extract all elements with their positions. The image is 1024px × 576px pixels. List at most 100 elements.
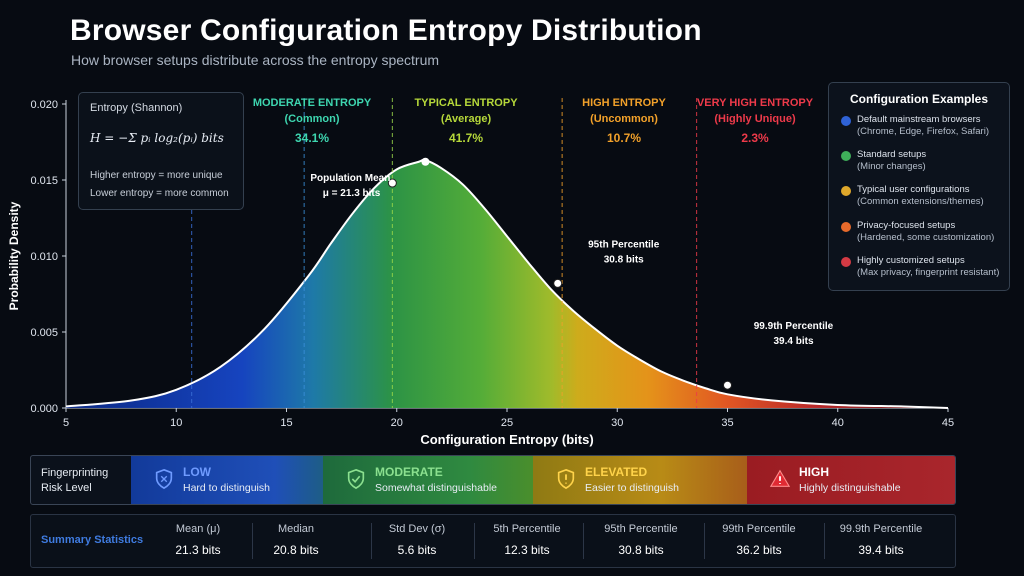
legend-dot-icon — [841, 257, 851, 267]
legend-sublabel: (Chrome, Edge, Firefox, Safari) — [857, 126, 989, 137]
formula-text: H = −Σ pᵢ log₂(pᵢ) bits — [90, 131, 224, 145]
region-subtitle: (Average) — [441, 113, 492, 125]
stat-divider — [252, 523, 253, 559]
stat-stddev: Std Dev (σ) 5.6 bits — [362, 523, 472, 557]
stat-value: 5.6 bits — [397, 543, 437, 557]
x-tick-label: 35 — [721, 417, 733, 429]
legend-dot-icon — [841, 222, 851, 232]
chart-title: Browser Configuration Entropy Distributi… — [70, 14, 702, 47]
annotation-marker — [553, 278, 563, 288]
stat-median: Median 20.8 bits — [241, 523, 351, 557]
peak-marker — [421, 157, 430, 166]
stat-p999: 99.9th Percentile 39.4 bits — [826, 523, 936, 557]
risk-desc: Easier to distinguish — [585, 482, 679, 494]
stat-value: 20.8 bits — [273, 543, 319, 557]
risk-name: LOW — [183, 465, 211, 479]
chart-subtitle: How browser setups distribute across the… — [71, 52, 440, 68]
y-tick-label: 0.015 — [30, 175, 58, 187]
risk-name: MODERATE — [375, 465, 443, 479]
formula-note-low: Lower entropy = more common — [90, 188, 229, 199]
stat-divider — [824, 523, 825, 559]
x-tick-label: 30 — [611, 417, 623, 429]
y-tick-label: 0.000 — [30, 403, 58, 415]
region-percent: 41.7% — [449, 131, 483, 145]
region-percent: 10.7% — [607, 131, 641, 145]
stat-name: Mean (μ) — [175, 523, 221, 535]
shield-icon — [155, 468, 173, 490]
x-tick-label: 40 — [832, 417, 844, 429]
x-tick-label: 15 — [280, 417, 292, 429]
x-axis-label: Configuration Entropy (bits) — [420, 432, 593, 447]
legend-sublabel: (Common extensions/themes) — [857, 196, 984, 207]
shield-alert-icon — [557, 468, 575, 490]
risk-desc: Somewhat distinguishable — [375, 482, 497, 494]
legend-label: Default mainstream browsers — [857, 114, 981, 125]
stat-p99: 99th Percentile 36.2 bits — [704, 523, 814, 557]
x-tick-label: 5 — [63, 417, 69, 429]
stat-name: 99th Percentile — [722, 523, 796, 535]
risk-name: ELEVATED — [585, 465, 648, 479]
region-name: TYPICAL ENTROPY — [414, 97, 518, 109]
stat-divider — [704, 523, 705, 559]
legend-label: Typical user configurations — [857, 184, 970, 195]
stat-name: Median — [277, 523, 315, 535]
legend-sublabel: (Minor changes) — [857, 161, 926, 172]
config-legend: Configuration Examples Default mainstrea… — [828, 82, 1010, 291]
stat-name: 5th Percentile — [493, 523, 561, 535]
risk-desc: Highly distinguishable — [799, 482, 901, 494]
region-name: MODERATE ENTROPY — [253, 97, 372, 109]
region-percent: 2.3% — [741, 131, 769, 145]
distribution-curve — [65, 158, 949, 409]
region-subtitle: (Common) — [285, 113, 340, 125]
stat-value: 12.3 bits — [504, 543, 550, 557]
risk-level-bar: Fingerprinting Risk Level LOW Hard to di… — [30, 455, 956, 505]
shield-check-icon — [347, 468, 365, 490]
stat-value: 30.8 bits — [618, 543, 664, 557]
formula-title: Entropy (Shannon) — [90, 102, 183, 114]
y-axis-label: Probability Density — [7, 201, 21, 310]
legend-label: Highly customized setups — [857, 255, 965, 266]
warning-icon — [769, 469, 791, 487]
risk-segment-low: LOW Hard to distinguish — [131, 456, 323, 504]
stat-divider — [371, 523, 372, 559]
stat-value: 36.2 bits — [736, 543, 782, 557]
region-name: VERY HIGH ENTROPY — [697, 97, 814, 109]
region-percent: 34.1% — [295, 131, 329, 145]
stat-divider — [474, 523, 475, 559]
annotation-marker — [723, 380, 732, 390]
stat-name: 95th Percentile — [604, 523, 678, 535]
formula-box: Entropy (Shannon) H = −Σ pᵢ log₂(pᵢ) bit… — [78, 92, 244, 210]
legend-sublabel: (Max privacy, fingerprint resistant) — [857, 267, 1000, 278]
formula-note-high: Higher entropy = more unique — [90, 170, 223, 181]
legend-dot-icon — [841, 151, 851, 161]
region-subtitle: (Uncommon) — [590, 113, 658, 125]
summary-statistics: Summary Statistics Mean (μ) 21.3 bits Med… — [30, 514, 956, 568]
annotation-value: μ = 21.3 bits — [323, 188, 381, 199]
risk-segment-elevated: ELEVATED Easier to distinguish — [533, 456, 747, 504]
legend-sublabel: (Hardened, some customization) — [857, 232, 995, 243]
legend-dot-icon — [841, 116, 851, 126]
stat-mean: Mean (μ) 21.3 bits — [143, 523, 253, 557]
annotation-label: 99.9th Percentile — [754, 321, 834, 332]
risk-name: HIGH — [799, 465, 829, 479]
legend-title: Configuration Examples — [849, 92, 989, 106]
x-tick-label: 20 — [391, 417, 403, 429]
risk-segment-high: HIGH Highly distinguishable — [747, 456, 955, 504]
annotation-marker — [387, 178, 397, 188]
stat-value: 39.4 bits — [858, 543, 904, 557]
annotation-value: 39.4 bits — [773, 336, 813, 347]
annotation-value: 30.8 bits — [604, 254, 644, 265]
legend-label: Standard setups — [857, 149, 927, 160]
x-tick-label: 25 — [501, 417, 513, 429]
x-tick-label: 45 — [942, 417, 954, 429]
risk-segment-moderate: MODERATE Somewhat distinguishable — [323, 456, 533, 504]
annotation-label: Population Mean — [310, 173, 390, 184]
stat-name: 99.9th Percentile — [839, 523, 923, 535]
legend-dot-icon — [841, 186, 851, 196]
stat-divider — [583, 523, 584, 559]
risk-level-label: Fingerprinting Risk Level — [41, 467, 109, 494]
y-tick-label: 0.010 — [30, 251, 58, 263]
x-tick-label: 10 — [170, 417, 182, 429]
region-subtitle: (Highly Unique) — [714, 113, 796, 125]
